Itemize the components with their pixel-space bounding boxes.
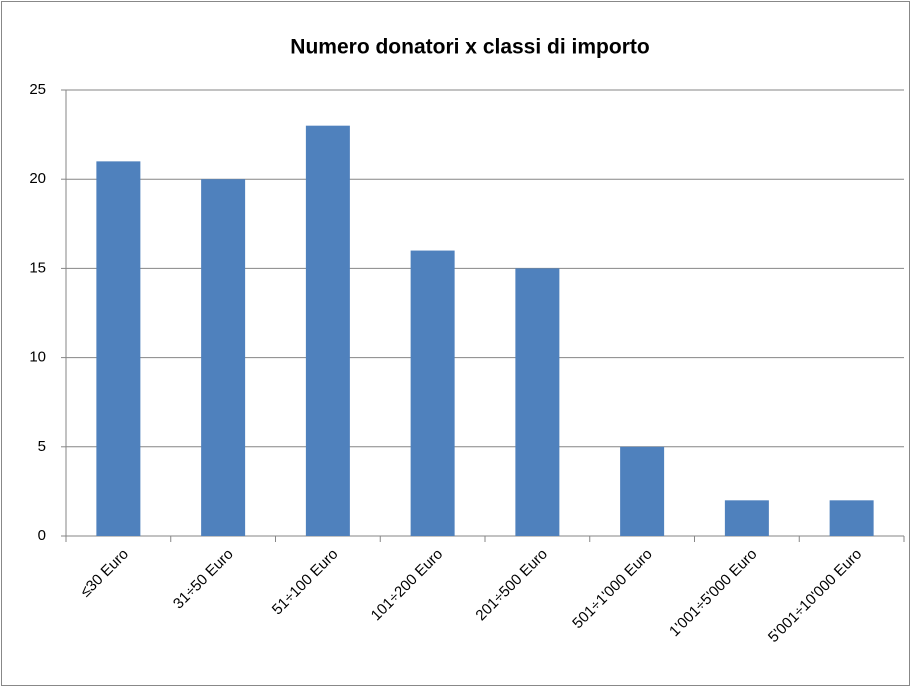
bar: [829, 500, 874, 536]
bar: [201, 179, 246, 536]
bar: [410, 250, 455, 536]
y-tick-label: 0: [38, 527, 46, 544]
bar: [515, 268, 560, 536]
y-tick-label: 25: [29, 81, 46, 98]
bar: [96, 161, 141, 537]
bar: [724, 500, 769, 536]
y-tick-label: 10: [29, 349, 46, 366]
chart-title: Numero donatori x classi di importo: [290, 36, 649, 59]
y-tick-label: 20: [29, 170, 46, 187]
bar: [305, 125, 350, 537]
y-tick-label: 5: [38, 438, 46, 455]
y-tick-label: 15: [29, 259, 46, 276]
bar: [620, 446, 665, 536]
